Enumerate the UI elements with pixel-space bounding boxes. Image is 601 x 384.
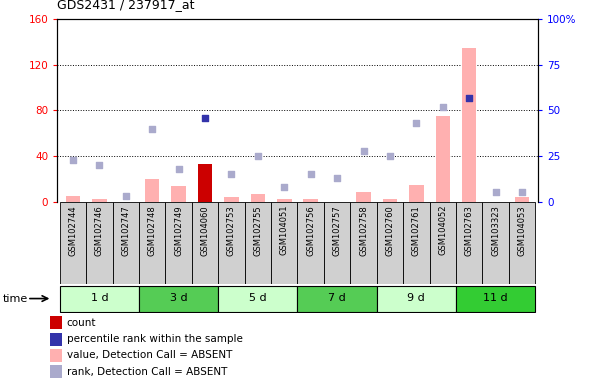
Bar — [59, 202, 86, 284]
Bar — [350, 202, 377, 284]
Text: GSM102757: GSM102757 — [332, 205, 341, 256]
Text: percentile rank within the sample: percentile rank within the sample — [67, 334, 243, 344]
Text: GSM104052: GSM104052 — [438, 205, 447, 255]
Bar — [277, 199, 291, 202]
Text: 3 d: 3 d — [170, 293, 188, 303]
Bar — [304, 199, 318, 202]
Point — [332, 175, 342, 181]
Bar — [59, 286, 139, 311]
Point — [491, 189, 501, 195]
Bar — [139, 202, 165, 284]
Point — [279, 184, 289, 190]
Point — [68, 157, 78, 163]
Text: rank, Detection Call = ABSENT: rank, Detection Call = ABSENT — [67, 367, 227, 377]
Text: GSM102760: GSM102760 — [385, 205, 394, 256]
Bar — [456, 202, 483, 284]
Bar — [245, 202, 271, 284]
Text: GSM104051: GSM104051 — [280, 205, 289, 255]
Bar — [171, 185, 186, 202]
Bar — [92, 199, 106, 202]
Text: GSM102749: GSM102749 — [174, 205, 183, 255]
Text: GSM103323: GSM103323 — [491, 205, 500, 256]
Bar — [271, 202, 297, 284]
Point — [94, 162, 104, 168]
Text: GSM102763: GSM102763 — [465, 205, 474, 256]
Point — [227, 171, 236, 177]
Bar — [409, 184, 424, 202]
Text: GDS2431 / 237917_at: GDS2431 / 237917_at — [57, 0, 195, 12]
Bar — [377, 202, 403, 284]
Text: GSM102746: GSM102746 — [95, 205, 104, 256]
Text: time: time — [3, 293, 28, 304]
Text: GSM102753: GSM102753 — [227, 205, 236, 256]
Bar — [50, 333, 63, 346]
Text: 9 d: 9 d — [407, 293, 426, 303]
Text: count: count — [67, 318, 96, 328]
Text: GSM104053: GSM104053 — [517, 205, 526, 255]
Bar — [218, 202, 245, 284]
Point — [465, 94, 474, 101]
Bar — [50, 365, 63, 378]
Bar — [86, 202, 112, 284]
Bar — [430, 202, 456, 284]
Point — [517, 189, 527, 195]
Bar — [515, 197, 529, 202]
Point — [253, 153, 263, 159]
Text: value, Detection Call = ABSENT: value, Detection Call = ABSENT — [67, 350, 232, 360]
Point — [200, 115, 210, 121]
Text: GSM102756: GSM102756 — [306, 205, 315, 256]
Text: 7 d: 7 d — [328, 293, 346, 303]
Text: GSM102761: GSM102761 — [412, 205, 421, 256]
Bar — [198, 164, 212, 202]
Bar — [462, 48, 477, 202]
Bar — [112, 202, 139, 284]
Bar — [436, 116, 450, 202]
Text: 5 d: 5 d — [249, 293, 267, 303]
Bar — [139, 286, 218, 311]
Bar — [251, 194, 265, 202]
Text: 1 d: 1 d — [91, 293, 108, 303]
Bar — [50, 316, 63, 329]
Bar — [50, 349, 63, 362]
Point — [385, 153, 395, 159]
Bar — [483, 202, 509, 284]
Text: GSM102758: GSM102758 — [359, 205, 368, 256]
Text: GSM102744: GSM102744 — [69, 205, 78, 255]
Bar — [356, 192, 371, 202]
Bar — [297, 286, 377, 311]
Text: 11 d: 11 d — [483, 293, 508, 303]
Bar — [383, 199, 397, 202]
Bar — [145, 179, 159, 202]
Point — [359, 147, 368, 154]
Point — [121, 193, 130, 199]
Bar — [403, 202, 430, 284]
Bar — [66, 196, 80, 202]
Bar — [509, 202, 535, 284]
Bar — [224, 197, 239, 202]
Bar — [297, 202, 324, 284]
Bar — [218, 286, 297, 311]
Text: GSM102748: GSM102748 — [148, 205, 157, 256]
Bar — [456, 286, 535, 311]
Bar — [192, 202, 218, 284]
Bar — [377, 286, 456, 311]
Text: GSM104060: GSM104060 — [201, 205, 210, 255]
Point — [412, 120, 421, 126]
Bar — [165, 202, 192, 284]
Point — [306, 171, 316, 177]
Point — [438, 104, 448, 110]
Point — [147, 126, 157, 132]
Point — [174, 166, 183, 172]
Text: GSM102747: GSM102747 — [121, 205, 130, 256]
Bar — [324, 202, 350, 284]
Text: GSM102755: GSM102755 — [254, 205, 263, 255]
